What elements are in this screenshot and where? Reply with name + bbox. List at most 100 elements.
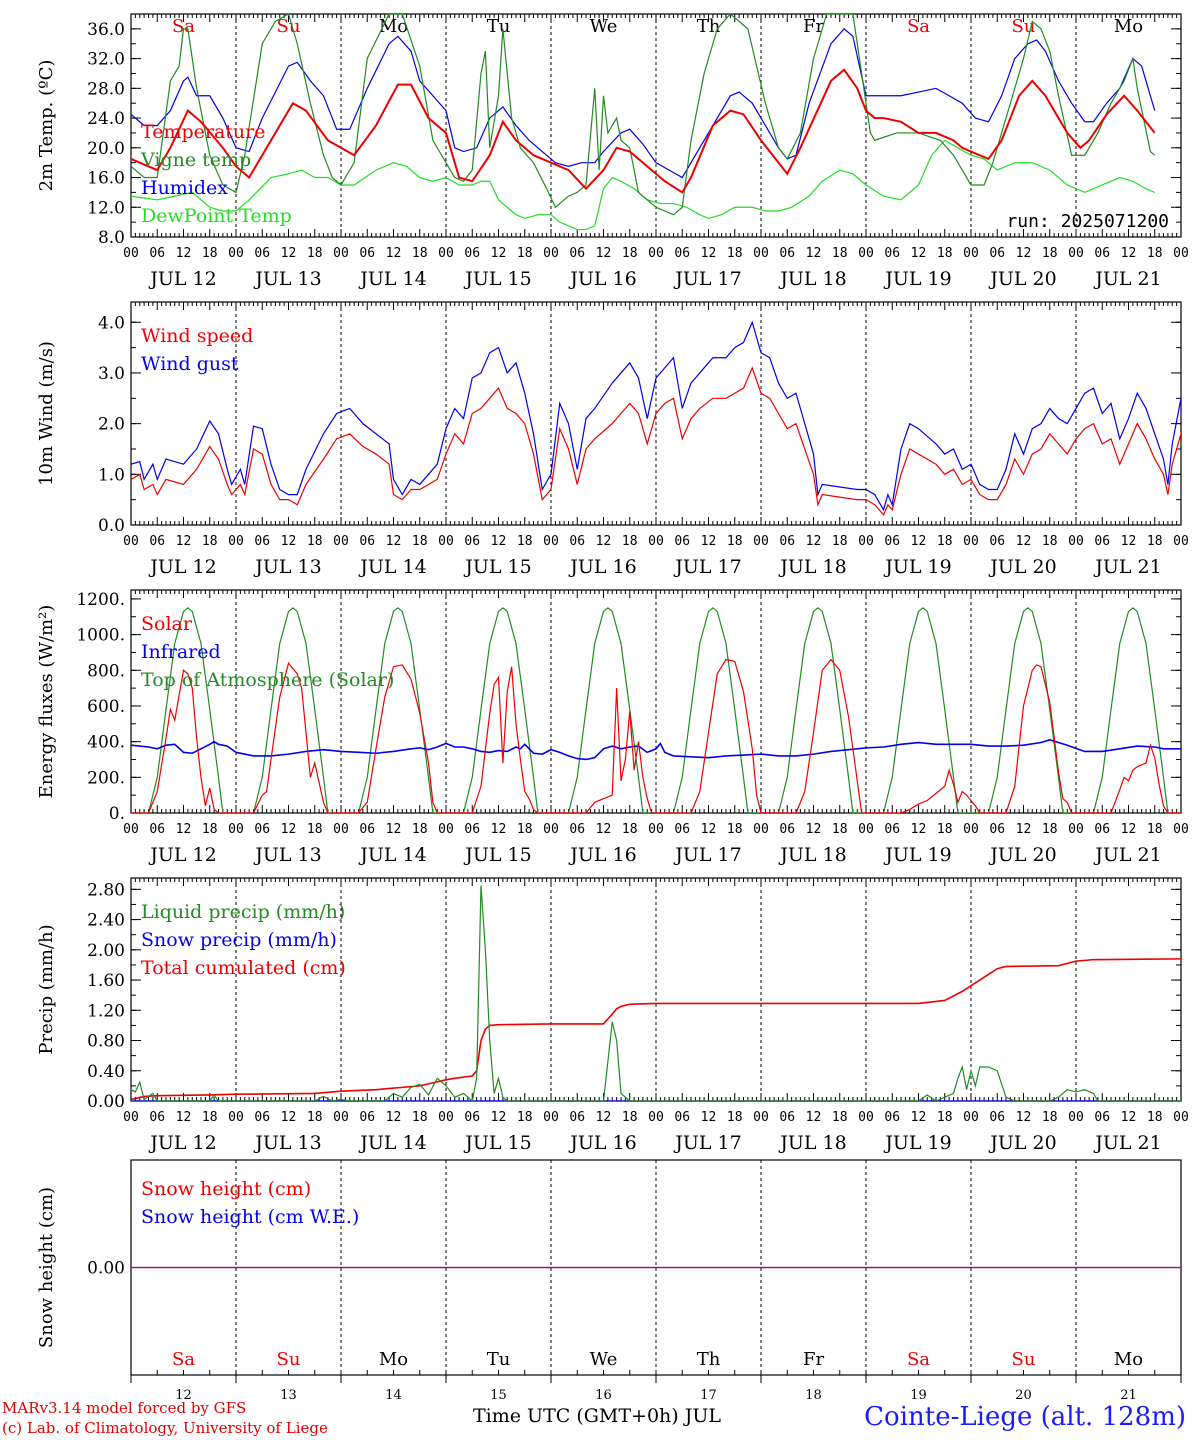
hour-tick-label: 06 <box>989 1110 1005 1125</box>
date-label: JUL 13 <box>253 844 321 866</box>
hour-tick-label: 12 <box>596 1110 612 1125</box>
hour-tick-label: 18 <box>1042 534 1058 549</box>
legend-entry: Snow height (cm W.E.) <box>141 1206 359 1228</box>
hour-tick-label: 12 <box>281 534 297 549</box>
hour-tick-label: 06 <box>464 246 480 261</box>
y-tick-label: 1200. <box>76 590 125 610</box>
hour-tick-label: 12 <box>911 246 927 261</box>
day-number-label: 16 <box>595 1388 612 1403</box>
date-label: JUL 16 <box>568 556 636 578</box>
hour-tick-label: 00 <box>1068 534 1084 549</box>
hour-tick-label: 18 <box>202 1110 218 1125</box>
weekday-label: Su <box>1012 1349 1036 1370</box>
hour-tick-label: 12 <box>386 534 402 549</box>
date-label: JUL 16 <box>568 1132 636 1154</box>
hour-tick-label: 18 <box>1147 1110 1163 1125</box>
series-line-vigne-temp <box>131 14 1156 216</box>
y-tick-label: 600. <box>87 697 125 717</box>
hour-tick-label: 00 <box>648 1110 664 1125</box>
hour-tick-label: 12 <box>386 1110 402 1125</box>
hour-tick-label: 12 <box>596 822 612 837</box>
hour-tick-label: 06 <box>884 822 900 837</box>
hour-tick-label: 12 <box>911 534 927 549</box>
y-tick-label: 32.0 <box>87 50 125 70</box>
hour-tick-label: 12 <box>701 822 717 837</box>
hour-tick-label: 06 <box>779 1110 795 1125</box>
date-label: JUL 19 <box>883 556 951 578</box>
date-label: JUL 13 <box>253 268 321 290</box>
hour-tick-label: 12 <box>281 822 297 837</box>
hour-tick-label: 00 <box>1173 1110 1189 1125</box>
hour-tick-label: 18 <box>937 534 953 549</box>
day-number-label: 14 <box>385 1388 402 1403</box>
legend-entry: Temperature <box>141 121 265 143</box>
hour-tick-label: 18 <box>622 246 638 261</box>
hour-tick-label: 00 <box>1068 822 1084 837</box>
hour-tick-label: 06 <box>464 534 480 549</box>
hour-tick-label: 06 <box>674 1110 690 1125</box>
hour-tick-label: 06 <box>779 822 795 837</box>
hour-tick-label: 12 <box>176 246 192 261</box>
hour-tick-label: 00 <box>963 534 979 549</box>
y-axis-title: Snow height (cm) <box>36 1187 57 1348</box>
hour-tick-label: 12 <box>386 822 402 837</box>
hour-tick-label: 12 <box>491 246 507 261</box>
weekday-label: Mo <box>1114 16 1143 37</box>
hour-tick-label: 18 <box>517 246 533 261</box>
day-number-label: 12 <box>175 1388 192 1403</box>
lab-credit: (c) Lab. of Climatology, University of L… <box>2 1419 328 1437</box>
series-line-dewpoint-temp <box>131 139 1155 231</box>
hour-tick-label: 12 <box>1016 246 1032 261</box>
legend-entry: Snow height (cm) <box>141 1178 311 1200</box>
date-label: JUL 17 <box>673 1132 741 1154</box>
weekday-label: Su <box>277 16 301 37</box>
hour-tick-label: 18 <box>832 1110 848 1125</box>
series-line-humidex <box>131 28 1156 179</box>
date-label: JUL 19 <box>883 268 951 290</box>
date-label: JUL 20 <box>988 556 1056 578</box>
y-axis-title: Precip (mm/h) <box>36 924 57 1054</box>
y-tick-label: 0.80 <box>87 1032 125 1052</box>
hour-tick-label: 18 <box>517 534 533 549</box>
legend-entry: Total cumulated (cm) <box>141 957 346 979</box>
hour-tick-label: 12 <box>176 534 192 549</box>
hour-tick-label: 12 <box>1016 822 1032 837</box>
hour-tick-label: 06 <box>149 1110 165 1125</box>
y-tick-label: 12.0 <box>87 198 125 218</box>
hour-tick-label: 06 <box>884 534 900 549</box>
hour-tick-label: 12 <box>386 246 402 261</box>
date-label: JUL 21 <box>1093 1132 1161 1154</box>
y-tick-label: 20.0 <box>87 139 125 159</box>
y-tick-label: 36.0 <box>87 20 125 40</box>
series-line-total-cumulated-cm- <box>131 958 1181 1101</box>
hour-tick-label: 06 <box>989 822 1005 837</box>
weekday-label: Sa <box>172 1349 195 1370</box>
hour-tick-label: 18 <box>307 822 323 837</box>
hour-tick-label: 00 <box>438 246 454 261</box>
y-tick-label: 3.0 <box>98 364 125 384</box>
date-label: JUL 15 <box>463 844 531 866</box>
hour-tick-label: 06 <box>884 1110 900 1125</box>
hour-tick-label: 18 <box>1147 822 1163 837</box>
hour-tick-label: 00 <box>753 822 769 837</box>
series-line-wind-speed <box>131 366 1181 516</box>
hour-tick-label: 18 <box>832 534 848 549</box>
hour-tick-label: 18 <box>517 822 533 837</box>
hour-tick-label: 12 <box>911 1110 927 1125</box>
y-tick-label: 0.0 <box>98 516 125 536</box>
hour-tick-label: 00 <box>543 246 559 261</box>
hour-tick-label: 00 <box>858 822 874 837</box>
hour-tick-label: 12 <box>1121 822 1137 837</box>
hour-tick-label: 00 <box>963 246 979 261</box>
weekday-label: Th <box>697 1349 721 1370</box>
legend-entry: Liquid precip (mm/h) <box>141 901 345 923</box>
hour-tick-label: 00 <box>858 1110 874 1125</box>
hour-tick-label: 18 <box>307 1110 323 1125</box>
hour-tick-label: 00 <box>648 534 664 549</box>
hour-tick-label: 18 <box>1147 246 1163 261</box>
y-tick-label: 24.0 <box>87 109 125 129</box>
panel-frame-2 <box>130 589 1182 814</box>
hour-tick-label: 06 <box>1094 822 1110 837</box>
hour-tick-label: 18 <box>202 246 218 261</box>
time-axis-title: Time UTC (GMT+0h) JUL <box>473 1405 721 1427</box>
